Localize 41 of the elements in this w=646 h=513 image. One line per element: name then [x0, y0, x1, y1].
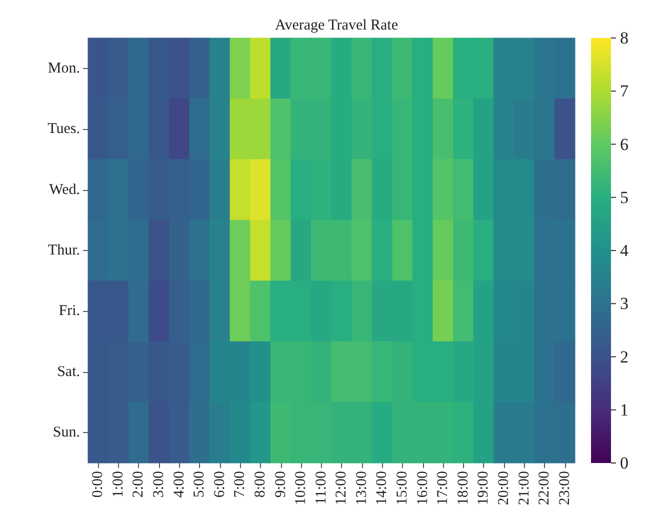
color-bar-label: 0 [620, 454, 628, 472]
x-tick-label: 21:00 [516, 471, 532, 506]
x-tick-label: 7:00 [232, 471, 248, 498]
x-tick-label: 16:00 [414, 471, 431, 506]
color-bar-label: 5 [620, 188, 628, 207]
chart-title: Average Travel Rate [274, 18, 398, 34]
x-tick-label: 0:00 [90, 471, 106, 498]
x-tick-label: 4:00 [171, 471, 188, 498]
y-tick-label: Wed. [49, 182, 80, 198]
y-tick-label: Sun. [52, 424, 80, 441]
x-tick-label: 13:00 [354, 471, 370, 506]
x-tick-label: 14:00 [374, 471, 390, 506]
x-tick-label: 10:00 [293, 471, 310, 506]
x-tick-label: 2:00 [130, 471, 147, 498]
x-tick-label: 12:00 [334, 471, 350, 506]
x-tick-label: 5:00 [192, 471, 208, 498]
x-tick-label: 1:00 [110, 471, 126, 498]
x-tick-label: 11:00 [313, 471, 330, 505]
color-bar-label: 4 [620, 241, 629, 260]
x-tick-label: 15:00 [394, 471, 411, 506]
x-tick-label: 3:00 [151, 471, 168, 498]
x-tick-label: 9:00 [272, 471, 289, 498]
x-tick-label: 18:00 [455, 471, 472, 506]
color-bar-label: 6 [620, 134, 628, 154]
color-bar-label: 3 [620, 294, 628, 314]
y-tick-label: Thur. [48, 242, 80, 258]
x-tick-label: 23:00 [556, 471, 573, 506]
color-bar-label: 7 [620, 82, 629, 101]
y-tick-label: Fri. [58, 303, 80, 320]
color-bar-label: 1 [620, 400, 628, 420]
color-bar-label: 2 [620, 347, 628, 366]
x-tick-label: 17:00 [435, 471, 452, 506]
x-tick-label: 6:00 [212, 471, 228, 498]
x-tick-label: 8:00 [252, 471, 268, 498]
x-tick-label: 19:00 [476, 471, 492, 506]
x-tick-label: 20:00 [496, 471, 512, 506]
y-tick-label: Tues. [48, 121, 80, 138]
x-tick-label: 22:00 [536, 471, 553, 506]
color-bar-label: 8 [620, 28, 628, 48]
y-tick-label: Sat. [57, 364, 80, 380]
y-tick-label: Mon. [48, 60, 80, 76]
